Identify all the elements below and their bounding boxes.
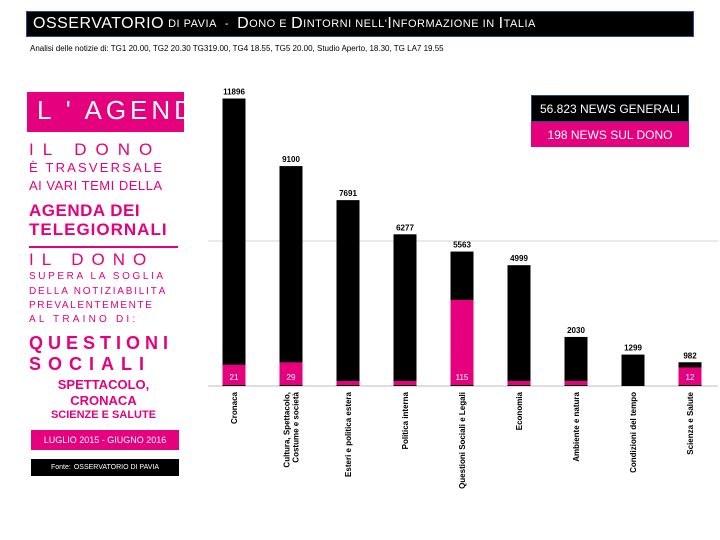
bar-dono	[222, 364, 246, 385]
category-label: Questioni Sociali e Legali	[458, 392, 467, 489]
bar-dono	[678, 367, 702, 385]
bar-dono	[336, 381, 360, 385]
bar-total	[279, 166, 303, 386]
title-bar: OSSERVATORIO DI PAVIA - D ONO E D INTORNI …	[26, 11, 694, 37]
panel-divider	[29, 246, 178, 248]
category-label: Scienza e Salute	[686, 391, 695, 454]
panel-line: AL TRAINO DI:	[29, 314, 139, 325]
category-label: Costume e società	[292, 391, 301, 462]
source-label: Fonte:	[50, 464, 71, 471]
value-label: 2030	[567, 326, 585, 335]
agenda-heading-box: L ' AGENDA:	[27, 92, 226, 132]
value-label: 7691	[339, 189, 357, 198]
title-part: I	[498, 15, 504, 32]
agenda-heading: L ' AGENDA:	[37, 95, 230, 125]
category-label: Politica interna	[401, 391, 410, 449]
source-name: OSSERVATORIO DI PAVIA	[73, 464, 160, 471]
value-label: 982	[683, 351, 697, 360]
source-badge: Fonte: OSSERVATORIO DI PAVIA	[31, 459, 179, 476]
dono-label: 29	[287, 373, 296, 382]
value-label: 1299	[624, 344, 642, 353]
category-label: Economia	[515, 391, 524, 430]
panel-line: IL DONO	[29, 250, 155, 269]
title-part: TALIA	[503, 18, 536, 30]
title-part: INTORNI NELL'	[303, 18, 388, 30]
panel-line: QUESTIONI	[29, 333, 174, 353]
category-label: Esteri e politica estera	[344, 391, 353, 476]
bar-dono	[393, 381, 417, 385]
panel-line: CRONACA	[70, 393, 137, 408]
panel-line: SOCIALI	[29, 354, 152, 374]
panel-line: AI VARI TEMI DELLA	[29, 178, 163, 193]
bar-total	[222, 98, 246, 386]
value-label: 4999	[510, 254, 528, 263]
bar-total	[393, 234, 417, 386]
bar-dono	[507, 381, 531, 385]
title-part: I	[387, 15, 393, 32]
title-part: DI PAVIA	[168, 18, 217, 30]
period-badge: LUGLIO 2015 - GIUGNO 2016	[31, 430, 179, 450]
bar-total	[507, 265, 531, 386]
dono-label: 12	[686, 373, 695, 382]
title-part: NFORMAZIONE IN	[392, 18, 495, 30]
title-part: D	[291, 15, 304, 32]
bar-dono	[564, 381, 588, 385]
category-label: Cronaca	[230, 391, 239, 424]
panel-line: PREVALENTEMENTE	[29, 300, 154, 311]
title-part: -	[224, 18, 230, 30]
panel-line: DELLA NOTIZIABILITÀ	[29, 286, 168, 297]
panel-line: SCIENZE E SALUTE	[50, 409, 157, 421]
bar-total	[336, 200, 360, 386]
category-label: Condizioni del tempo	[629, 392, 638, 473]
value-label: 11896	[223, 88, 245, 97]
value-label: 5563	[453, 241, 471, 250]
panel-line: SUPERA LA SOGLIA	[29, 271, 166, 282]
category-label: Cultura, Spettacolo,	[283, 392, 292, 468]
subtitle: Analisi delle notizie di: TG1 20.00, TG2…	[30, 44, 444, 53]
dono-label: 115	[456, 373, 469, 382]
title-part: OSSERVATORIO	[33, 15, 165, 32]
bar-total	[621, 354, 645, 386]
value-label: 9100	[282, 155, 300, 164]
category-label: Ambiente e natura	[572, 391, 581, 461]
bar-dono	[279, 362, 303, 385]
bar-total	[564, 336, 588, 386]
title-part: D	[237, 15, 250, 32]
panel-line: IL DONO	[29, 140, 162, 159]
panel-line: TELEGIORNALI	[29, 220, 168, 239]
dono-label: 21	[230, 373, 239, 382]
news-dono-badge: 198 NEWS SUL DONO	[531, 122, 689, 147]
value-label: 6277	[396, 223, 414, 232]
news-generali-badge: 56.823 NEWS GENERALI	[531, 95, 689, 122]
title-part: ONO E	[249, 18, 288, 30]
panel-line: SPETTACOLO,	[57, 377, 150, 392]
bar-dono	[450, 299, 474, 385]
panel-line: AGENDA DEI	[29, 201, 141, 220]
panel-line: È TRASVERSALE	[29, 160, 165, 175]
